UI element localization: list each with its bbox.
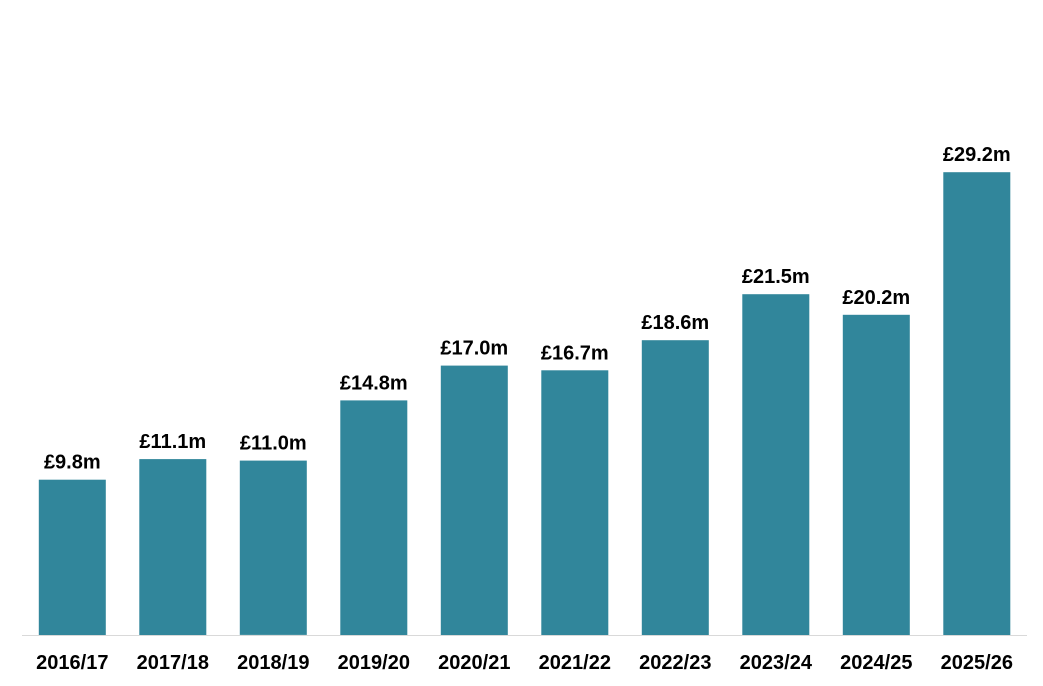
data-label-2019-20: £14.8m (340, 372, 408, 394)
bar-2021-22 (541, 370, 609, 635)
bars-layer (38, 172, 1011, 635)
bar-2017-18 (139, 459, 207, 635)
x-tick-label-2020-21: 2020/21 (438, 652, 510, 674)
bar-2018-19 (239, 460, 307, 635)
data-label-2016-17: £9.8m (44, 452, 101, 474)
x-tick-label-2017-18: 2017/18 (137, 652, 209, 674)
x-tick-label-2018-19: 2018/19 (237, 652, 309, 674)
x-tick-label-2019-20: 2019/20 (338, 652, 410, 674)
x-axis: 2016/17 2017/18 2018/19 2019/20 2020/21 2021/… (22, 635, 1027, 674)
data-label-2018-19: £11.0m (240, 433, 307, 455)
bar-2022-23 (641, 340, 709, 635)
data-label-2020-21: £17.0m (440, 338, 508, 360)
x-tick-label-2022-23: 2022/23 (639, 652, 711, 674)
data-label-2025-26: £29.2m (943, 144, 1011, 166)
x-tick-label-2024-25: 2024/25 (840, 652, 912, 674)
bar-2024-25 (842, 314, 910, 635)
bar-2025-26 (943, 172, 1011, 635)
x-tick-label-2021-22: 2021/22 (539, 652, 611, 674)
data-label-2023-24: £21.5m (742, 266, 810, 288)
bar-2019-20 (340, 400, 408, 635)
bar-2016-17 (38, 479, 106, 635)
data-labels-layer: £9.8m £11.1m £11.0m £14.8m £17.0m £16.7m £18.6… (44, 144, 1011, 474)
data-label-2024-25: £20.2m (842, 287, 910, 309)
data-label-2022-23: £18.6m (641, 312, 709, 334)
data-label-2021-22: £16.7m (541, 342, 609, 364)
bar-2020-21 (440, 365, 508, 635)
x-tick-label-2025-26: 2025/26 (941, 652, 1013, 674)
x-tick-label-2023-24: 2023/24 (740, 652, 813, 674)
data-label-2017-18: £11.1m (139, 431, 206, 453)
bar-2023-24 (742, 294, 810, 635)
x-tick-label-2016-17: 2016/17 (36, 652, 108, 674)
